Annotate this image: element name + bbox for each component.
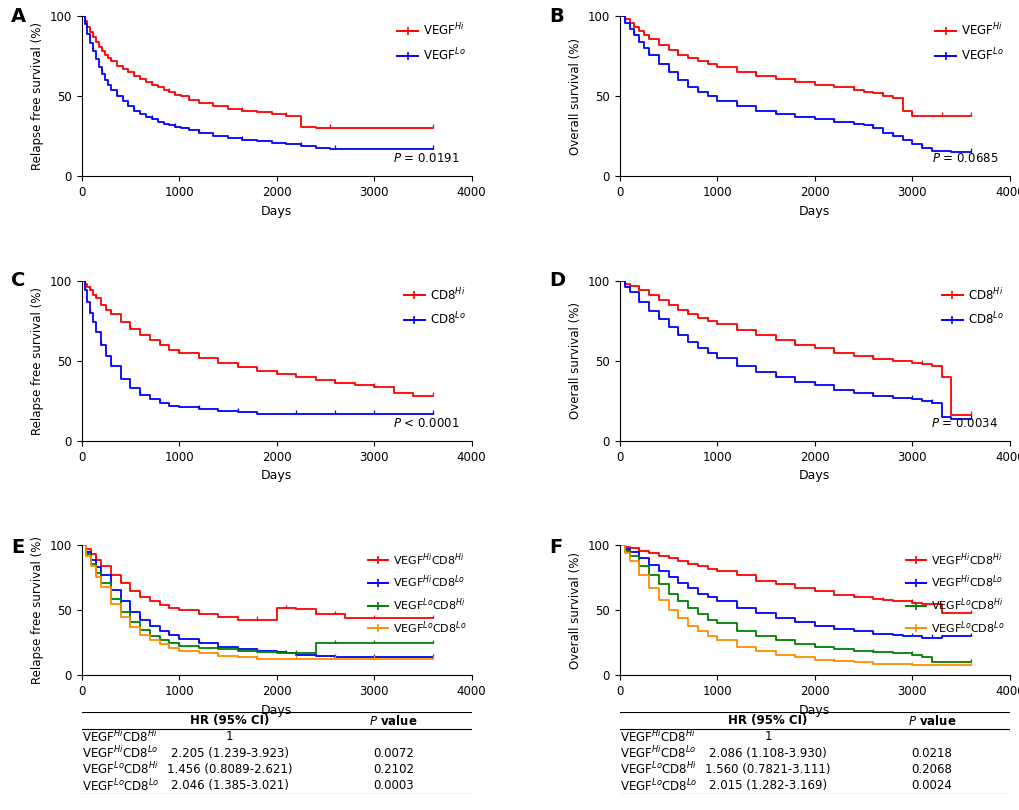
Text: 0.0003: 0.0003 <box>373 779 414 792</box>
Text: $P$ = 0.0034: $P$ = 0.0034 <box>930 417 998 430</box>
Text: 1.560 (0.7821-3.111): 1.560 (0.7821-3.111) <box>704 763 829 776</box>
Text: $P$ value: $P$ value <box>907 714 955 727</box>
Y-axis label: Overall survival (%): Overall survival (%) <box>569 302 582 420</box>
Text: D: D <box>549 271 566 290</box>
Text: VEGF$^{Hi}$CD8$^{Lo}$: VEGF$^{Hi}$CD8$^{Lo}$ <box>82 745 158 761</box>
Text: VEGF$^{Hi}$CD8$^{Hi}$: VEGF$^{Hi}$CD8$^{Hi}$ <box>620 729 695 745</box>
Legend: VEGF$^{Hi}$CD8$^{Hi}$, VEGF$^{Hi}$CD8$^{Lo}$, VEGF$^{Lo}$CD8$^{Hi}$, VEGF$^{Lo}$: VEGF$^{Hi}$CD8$^{Hi}$, VEGF$^{Hi}$CD8$^{… <box>368 551 466 636</box>
Text: A: A <box>11 6 26 26</box>
Y-axis label: Relapse free survival (%): Relapse free survival (%) <box>31 287 44 435</box>
Text: VEGF$^{Lo}$CD8$^{Hi}$: VEGF$^{Lo}$CD8$^{Hi}$ <box>620 761 696 778</box>
Text: 0.2102: 0.2102 <box>373 763 414 776</box>
Text: E: E <box>11 538 24 556</box>
Legend: VEGF$^{Hi}$CD8$^{Hi}$, VEGF$^{Hi}$CD8$^{Lo}$, VEGF$^{Lo}$CD8$^{Hi}$, VEGF$^{Lo}$: VEGF$^{Hi}$CD8$^{Hi}$, VEGF$^{Hi}$CD8$^{… <box>906 551 1004 636</box>
Y-axis label: Relapse free survival (%): Relapse free survival (%) <box>31 536 44 684</box>
X-axis label: Days: Days <box>799 704 829 717</box>
Text: $P$ value: $P$ value <box>369 714 418 727</box>
Text: HR (95% CI): HR (95% CI) <box>190 714 269 727</box>
Text: VEGF$^{Lo}$CD8$^{Hi}$: VEGF$^{Lo}$CD8$^{Hi}$ <box>82 761 158 778</box>
Text: 0.0024: 0.0024 <box>910 779 952 792</box>
Text: F: F <box>549 538 562 556</box>
Text: VEGF$^{Hi}$CD8$^{Hi}$: VEGF$^{Hi}$CD8$^{Hi}$ <box>82 729 157 745</box>
Legend: VEGF$^{Hi}$, VEGF$^{Lo}$: VEGF$^{Hi}$, VEGF$^{Lo}$ <box>396 22 466 63</box>
Y-axis label: Overall survival (%): Overall survival (%) <box>569 38 582 155</box>
Text: $P$ = 0.0685: $P$ = 0.0685 <box>930 152 998 165</box>
Legend: VEGF$^{Hi}$, VEGF$^{Lo}$: VEGF$^{Hi}$, VEGF$^{Lo}$ <box>934 22 1003 63</box>
Text: VEGF$^{Lo}$CD8$^{Lo}$: VEGF$^{Lo}$CD8$^{Lo}$ <box>82 778 159 794</box>
Text: 1: 1 <box>226 731 233 744</box>
Y-axis label: Overall survival (%): Overall survival (%) <box>569 552 582 669</box>
Text: 0.0072: 0.0072 <box>373 747 414 760</box>
Text: 2.086 (1.108-3.930): 2.086 (1.108-3.930) <box>708 747 826 760</box>
Text: 1.456 (0.8089-2.621): 1.456 (0.8089-2.621) <box>167 763 292 776</box>
X-axis label: Days: Days <box>799 469 829 482</box>
Text: VEGF$^{Hi}$CD8$^{Lo}$: VEGF$^{Hi}$CD8$^{Lo}$ <box>620 745 696 761</box>
Text: $P$ = 0.0191: $P$ = 0.0191 <box>393 152 460 165</box>
X-axis label: Days: Days <box>799 205 829 218</box>
Text: 2.205 (1.239-3.923): 2.205 (1.239-3.923) <box>170 747 288 760</box>
Text: 2.046 (1.385-3.021): 2.046 (1.385-3.021) <box>171 779 288 792</box>
Legend: CD8$^{Hi}$, CD8$^{Lo}$: CD8$^{Hi}$, CD8$^{Lo}$ <box>941 287 1003 327</box>
Text: HR (95% CI): HR (95% CI) <box>728 714 807 727</box>
Text: 2.015 (1.282-3.169): 2.015 (1.282-3.169) <box>708 779 826 792</box>
Text: 0.0218: 0.0218 <box>910 747 952 760</box>
X-axis label: Days: Days <box>261 205 291 218</box>
Text: 1: 1 <box>763 731 771 744</box>
X-axis label: Days: Days <box>261 469 291 482</box>
Text: C: C <box>11 271 25 290</box>
X-axis label: Days: Days <box>261 704 291 717</box>
Text: 0.2068: 0.2068 <box>910 763 952 776</box>
Text: VEGF$^{Lo}$CD8$^{Lo}$: VEGF$^{Lo}$CD8$^{Lo}$ <box>620 778 697 794</box>
Text: B: B <box>549 6 564 26</box>
Y-axis label: Relapse free survival (%): Relapse free survival (%) <box>31 23 44 170</box>
Text: $P$ < 0.0001: $P$ < 0.0001 <box>393 417 460 430</box>
Legend: CD8$^{Hi}$, CD8$^{Lo}$: CD8$^{Hi}$, CD8$^{Lo}$ <box>404 287 466 327</box>
